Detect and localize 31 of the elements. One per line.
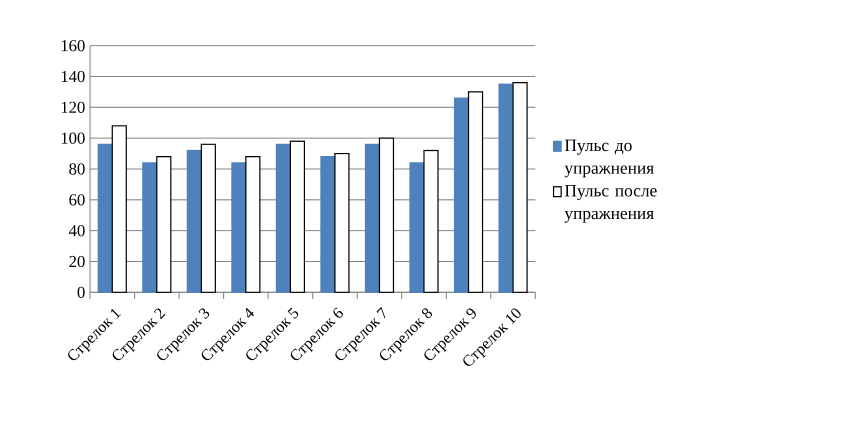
bar — [468, 91, 484, 293]
y-tick-label: 40 — [68, 225, 85, 236]
bar — [276, 144, 292, 293]
bar — [423, 150, 439, 293]
bar — [156, 156, 172, 293]
bar — [378, 138, 394, 293]
y-tick-label: 100 — [62, 132, 85, 144]
bar — [245, 156, 260, 293]
y-tick-label: 0 — [78, 286, 85, 298]
bar — [290, 140, 306, 293]
legend-label: Пульс после упражнения — [564, 184, 657, 223]
bar — [200, 144, 216, 293]
bar — [364, 144, 380, 293]
bar — [454, 97, 470, 293]
bar — [98, 144, 113, 293]
y-tick-label: 160 — [62, 40, 85, 52]
bar — [512, 82, 528, 293]
bar — [186, 150, 202, 293]
y-tick-label: 60 — [69, 194, 85, 206]
bar — [320, 156, 336, 293]
bar — [231, 162, 246, 293]
bar — [112, 125, 127, 293]
y-tick-label: 120 — [62, 102, 85, 113]
y-tick-label: 80 — [69, 163, 85, 175]
bar — [142, 162, 158, 293]
y-tick-label: 140 — [62, 70, 85, 82]
legend-label: Пульс до упражнения — [564, 140, 654, 178]
bar — [498, 84, 514, 293]
bar — [409, 162, 425, 293]
bar — [334, 152, 350, 293]
y-tick-label: 20 — [69, 256, 85, 268]
